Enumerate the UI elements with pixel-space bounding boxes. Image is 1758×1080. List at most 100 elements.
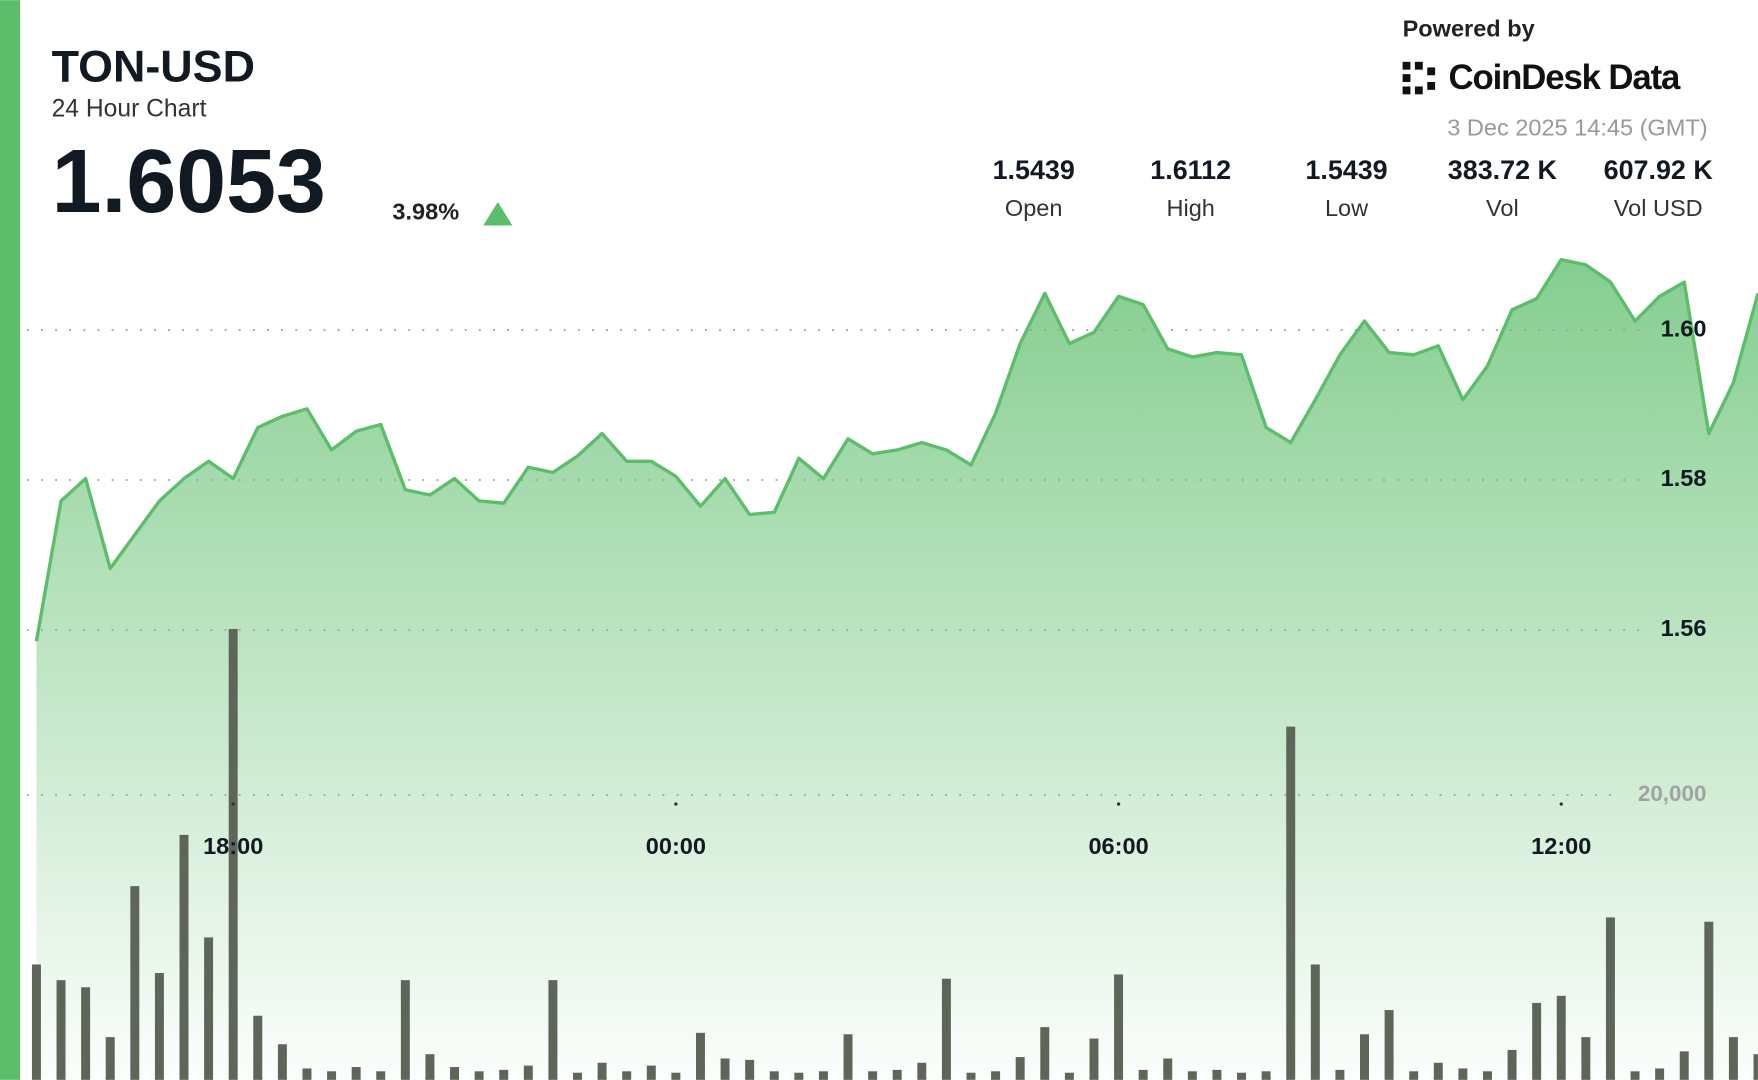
- volume-bar: [56, 980, 66, 1080]
- volume-bar: [1286, 726, 1296, 1080]
- volume-bar: [991, 1071, 1001, 1080]
- volume-bar: [1409, 1071, 1419, 1080]
- volume-bar: [523, 1065, 533, 1080]
- volume-bar: [769, 1071, 779, 1080]
- volume-bar: [327, 1071, 337, 1080]
- volume-bar: [1187, 1071, 1197, 1080]
- stat-label: Low: [1325, 195, 1369, 221]
- stat-value: 383.72 K: [1448, 155, 1558, 185]
- volume-bar: [745, 1059, 755, 1080]
- volume-bar: [548, 980, 558, 1080]
- volume-bar: [179, 834, 189, 1080]
- volume-bar: [818, 1071, 828, 1080]
- volume-bar: [1655, 1068, 1665, 1080]
- stat-label: Vol: [1486, 195, 1519, 221]
- volume-bar: [1384, 1010, 1394, 1080]
- volume-bar: [351, 1067, 361, 1080]
- volume-bar: [450, 1067, 460, 1080]
- volume-bar: [1458, 1068, 1468, 1080]
- volume-bar: [966, 1072, 976, 1080]
- stat-value: 1.5439: [993, 155, 1075, 185]
- volume-bar: [425, 1054, 435, 1080]
- up-arrow: [483, 201, 513, 226]
- volume-bar: [1015, 1057, 1025, 1080]
- volume-bar: [1237, 1072, 1247, 1080]
- volume-bar: [1261, 1071, 1271, 1080]
- stat-value: 607.92 K: [1604, 155, 1714, 185]
- volume-bar: [400, 980, 410, 1080]
- x-tick: [1116, 802, 1121, 806]
- volume-bar: [622, 1071, 632, 1080]
- x-tick-label: 18:00: [203, 833, 263, 859]
- stat-value: 1.5439: [1305, 155, 1387, 185]
- volume-bar: [1581, 1037, 1591, 1080]
- volume-bar: [1605, 917, 1615, 1080]
- y2-tick-label: 20,000: [1638, 781, 1707, 806]
- y-tick-label: 1.58: [1661, 465, 1707, 491]
- volume-bar: [1728, 1037, 1738, 1080]
- volume-bar: [1089, 1038, 1099, 1080]
- x-tick: [1559, 802, 1563, 806]
- volume-bar: [1335, 1069, 1345, 1080]
- volume-bar: [1753, 1054, 1758, 1080]
- volume-bar: [1532, 1002, 1542, 1080]
- price-area: [36, 259, 1758, 1080]
- volume-bar: [695, 1032, 705, 1080]
- volume-bar: [1138, 1069, 1148, 1080]
- volume-bar: [277, 1044, 287, 1080]
- chart-title: TON-USD: [52, 41, 255, 92]
- stat-label: High: [1166, 195, 1214, 221]
- volume-bar: [474, 1071, 484, 1080]
- stat-label: Vol USD: [1614, 195, 1703, 221]
- volume-bar: [941, 978, 951, 1080]
- volume-bar: [130, 886, 140, 1080]
- volume-bar: [843, 1034, 853, 1080]
- volume-bar: [1482, 1071, 1492, 1080]
- volume-bar: [105, 1037, 115, 1080]
- current-price: 1.6053: [52, 132, 326, 232]
- accent-stripe: [0, 0, 21, 1080]
- volume-bar: [1679, 1051, 1689, 1080]
- volume-bar: [868, 1071, 878, 1080]
- volume-bar: [671, 1072, 681, 1080]
- plot-area: 1.56 1.58 1.60 20,000 18:00 00:00 06:00 12:00: [26, 257, 1758, 1080]
- powered-by: Powered by: [1403, 16, 1535, 42]
- volume-bar: [1630, 1071, 1640, 1080]
- volume-bar: [1704, 921, 1714, 1080]
- volume-bar: [1163, 1058, 1173, 1080]
- stat-value: 1.6112: [1150, 155, 1231, 185]
- volume-bar: [376, 1071, 386, 1080]
- volume-bar: [892, 1069, 902, 1080]
- x-tick-label: 12:00: [1531, 833, 1591, 859]
- volume-bar: [794, 1072, 804, 1080]
- x-tick-label: 06:00: [1088, 833, 1148, 859]
- y-tick-label: 1.56: [1661, 615, 1707, 641]
- volume-bar: [1114, 974, 1124, 1080]
- volume-bar: [204, 937, 214, 1080]
- volume-bar: [154, 973, 164, 1080]
- price-line: [34, 257, 1758, 642]
- volume-bar: [1433, 1062, 1443, 1080]
- volume-bar: [302, 1068, 312, 1080]
- volume-bar: [573, 1072, 582, 1080]
- timestamp: 3 Dec 2025 14:45 (GMT): [1447, 114, 1707, 140]
- volume-bar: [917, 1062, 927, 1080]
- stat-label: Open: [1005, 195, 1063, 221]
- volume-bar: [253, 1015, 263, 1080]
- price-change: 3.98%: [392, 198, 459, 224]
- volume-bar: [1212, 1069, 1222, 1080]
- volume-bar: [1064, 1072, 1074, 1080]
- volume-bar: [1507, 1049, 1517, 1080]
- volume-bar: [597, 1062, 607, 1080]
- volume-bar: [228, 629, 238, 1080]
- volume-bar: [499, 1069, 509, 1080]
- brand-logo: [1402, 61, 1436, 95]
- chart-subtitle: 24 Hour Chart: [52, 96, 207, 123]
- volume-bar: [1360, 1034, 1369, 1080]
- stats: 1.5439 Open 1.6112 High 1.5439 Low 383.72 K Vol…: [993, 155, 1714, 221]
- x-tick: [231, 802, 235, 806]
- brand-name: CoinDesk Data: [1449, 59, 1681, 97]
- x-tick: [674, 802, 678, 806]
- y-tick-label: 1.60: [1661, 315, 1707, 341]
